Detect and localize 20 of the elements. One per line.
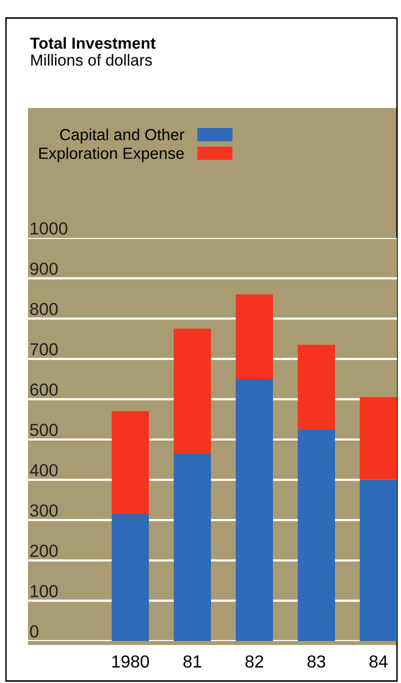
y-tick-label: 500	[30, 424, 58, 436]
x-tick-label: 81	[183, 655, 202, 668]
x-tick-label: 1980	[112, 655, 149, 668]
y-tick-label: 0	[30, 625, 38, 638]
x-tick-label: 83	[307, 655, 326, 668]
y-tick-label: 800	[30, 302, 58, 316]
chart-subtitle: Millions of dollars	[31, 54, 152, 66]
y-tick-label: 900	[30, 262, 58, 275]
legend-label: Exploration Expense	[39, 147, 184, 162]
y-tick-label: 200	[30, 544, 58, 557]
y-tick-label: 1000	[30, 222, 68, 235]
legend-label: Capital and Other	[60, 128, 184, 144]
x-tick-label: 84	[369, 655, 388, 668]
y-tick-label: 400	[30, 464, 58, 476]
y-tick-label: 300	[30, 504, 58, 517]
chart-title: Total Investment	[30, 37, 156, 49]
y-tick-label: 100	[30, 584, 58, 598]
y-tick-label: 700	[30, 343, 58, 356]
x-tick-label: 82	[245, 655, 264, 668]
y-tick-label: 600	[30, 383, 58, 396]
